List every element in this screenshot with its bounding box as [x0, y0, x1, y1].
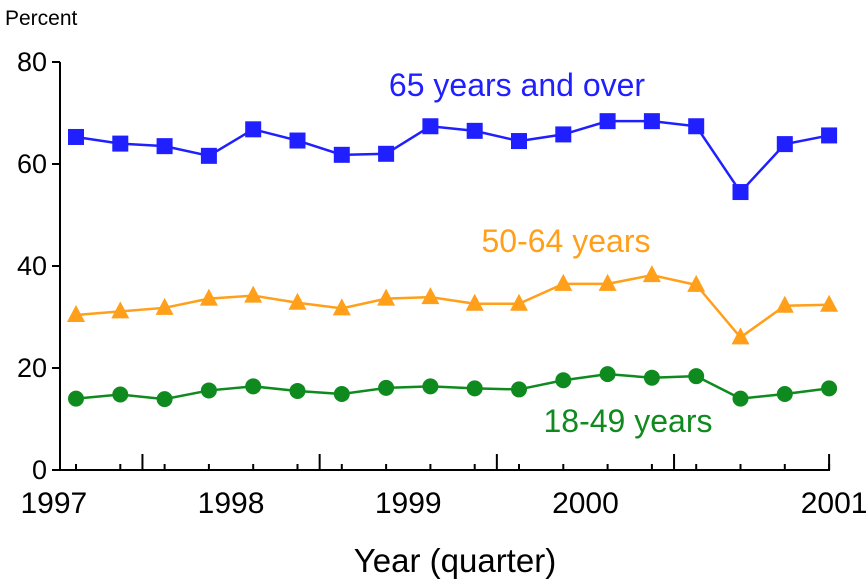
data-point-circle [688, 368, 705, 385]
data-point-square [555, 126, 572, 143]
x-tick-label: 1998 [198, 487, 265, 520]
data-point-square [289, 132, 306, 149]
data-point-triangle [244, 285, 263, 303]
y-tick-label: 60 [17, 149, 47, 179]
data-point-circle [156, 391, 173, 408]
data-point-circle [511, 381, 527, 398]
series-line [75, 119, 830, 195]
data-point-circle [776, 386, 793, 403]
x-tick-labels: 1997 1998 1999 2000 2001 [20, 487, 867, 520]
data-point-circle [422, 378, 439, 395]
data-point-circle [378, 379, 395, 396]
data-point-square [378, 145, 395, 162]
y-tick-label: 40 [17, 251, 47, 281]
y-tick-label: 0 [32, 455, 47, 485]
series-label-65-and-over: 65 years and over [389, 67, 646, 103]
data-point-circle [821, 380, 838, 397]
data-point-circle [245, 378, 262, 395]
data-point-circle [200, 382, 217, 399]
data-point-triangle [554, 273, 573, 291]
data-point-square [732, 184, 749, 201]
data-point-square [68, 128, 84, 145]
y-tick-label: 20 [17, 353, 47, 383]
data-point-circle [68, 390, 84, 407]
data-point-square [112, 135, 129, 152]
data-point-square [511, 133, 527, 150]
data-point-circle [643, 369, 660, 386]
data-point-square [776, 136, 793, 153]
data-point-triangle [377, 288, 396, 306]
data-point-square [333, 146, 350, 163]
data-point-square [688, 118, 705, 135]
data-point-circle [599, 366, 616, 383]
series-line [75, 372, 830, 401]
data-point-square [643, 113, 660, 130]
data-point-triangle [465, 293, 484, 311]
y-tick-labels: 0 20 40 60 80 [17, 47, 47, 485]
axes [52, 61, 831, 471]
series-lines [75, 119, 830, 401]
data-point-triangle [332, 298, 351, 316]
data-point-triangle [421, 287, 440, 305]
data-point-circle [289, 382, 306, 399]
x-tick-label: 1997 [20, 487, 87, 520]
series-markers [67, 113, 839, 408]
data-point-triangle [199, 288, 218, 306]
y-tick-label: 80 [17, 47, 47, 77]
data-point-triangle [687, 274, 706, 292]
data-point-circle [466, 380, 483, 397]
data-point-square [156, 138, 173, 155]
data-point-triangle [731, 327, 750, 345]
data-point-square [422, 118, 439, 135]
data-point-circle [112, 386, 129, 403]
data-point-circle [333, 386, 350, 403]
data-point-triangle [155, 297, 174, 315]
data-point-square [245, 121, 262, 138]
data-point-triangle [510, 293, 528, 311]
series-label-18-49: 18-49 years [544, 403, 713, 439]
data-point-triangle [67, 304, 85, 322]
data-point-square [466, 122, 483, 139]
data-point-triangle [598, 273, 617, 291]
x-tick-label: 2001 [801, 487, 867, 520]
data-point-triangle [288, 292, 307, 310]
x-tick-label: 1999 [375, 487, 442, 520]
data-point-triangle [111, 301, 130, 319]
x-tick-label: 2000 [552, 487, 619, 520]
data-point-circle [732, 390, 749, 407]
series-line [75, 273, 830, 340]
data-point-circle [555, 372, 572, 389]
data-point-square [599, 113, 616, 130]
data-point-square [821, 127, 838, 144]
x-axis-label: Year (quarter) [354, 542, 556, 579]
data-point-triangle [775, 295, 794, 313]
y-axis-label: Percent [5, 7, 78, 30]
data-point-square [200, 147, 217, 164]
data-point-triangle [820, 294, 839, 312]
series-label-50-64: 50-64 years [482, 223, 651, 259]
data-point-triangle [642, 265, 661, 283]
